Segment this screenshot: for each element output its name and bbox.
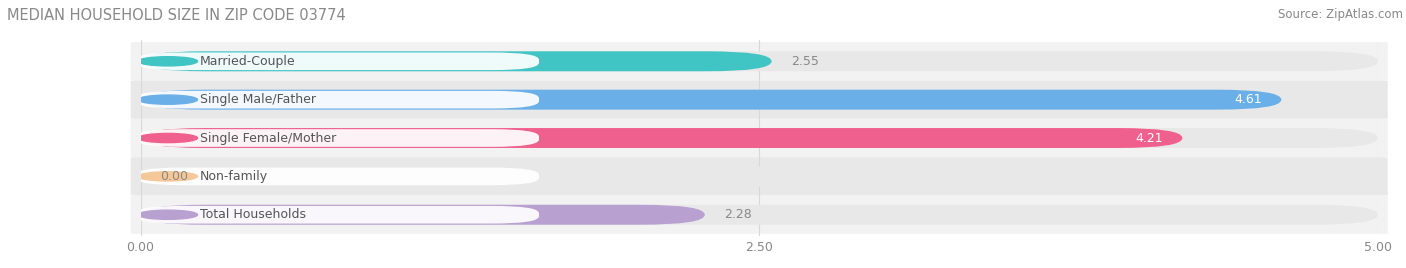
Text: Non-family: Non-family [200,170,269,183]
Circle shape [138,210,197,219]
FancyBboxPatch shape [131,42,1388,80]
Text: Single Male/Father: Single Male/Father [200,93,316,106]
Text: Source: ZipAtlas.com: Source: ZipAtlas.com [1278,8,1403,21]
Circle shape [138,57,197,66]
Text: Single Female/Mother: Single Female/Mother [200,132,336,144]
FancyBboxPatch shape [141,128,1378,148]
Text: MEDIAN HOUSEHOLD SIZE IN ZIP CODE 03774: MEDIAN HOUSEHOLD SIZE IN ZIP CODE 03774 [7,8,346,23]
Text: 2.28: 2.28 [724,208,752,221]
FancyBboxPatch shape [135,53,538,70]
FancyBboxPatch shape [141,205,704,225]
FancyBboxPatch shape [141,128,1182,148]
FancyBboxPatch shape [131,119,1388,157]
FancyBboxPatch shape [131,80,1388,119]
FancyBboxPatch shape [131,157,1388,196]
FancyBboxPatch shape [131,196,1388,234]
FancyBboxPatch shape [141,51,772,71]
FancyBboxPatch shape [141,205,1378,225]
FancyBboxPatch shape [141,90,1281,110]
Text: Total Households: Total Households [200,208,307,221]
Text: Married-Couple: Married-Couple [200,55,295,68]
Text: 4.61: 4.61 [1234,93,1261,106]
FancyBboxPatch shape [135,91,538,109]
Circle shape [138,133,197,143]
FancyBboxPatch shape [135,129,538,147]
FancyBboxPatch shape [135,206,538,224]
FancyBboxPatch shape [141,51,1378,71]
Text: 4.21: 4.21 [1135,132,1163,144]
Text: 2.55: 2.55 [792,55,820,68]
FancyBboxPatch shape [141,90,1378,110]
Circle shape [138,172,197,181]
FancyBboxPatch shape [141,166,1378,186]
Circle shape [138,95,197,104]
Text: 0.00: 0.00 [160,170,188,183]
FancyBboxPatch shape [135,168,538,185]
